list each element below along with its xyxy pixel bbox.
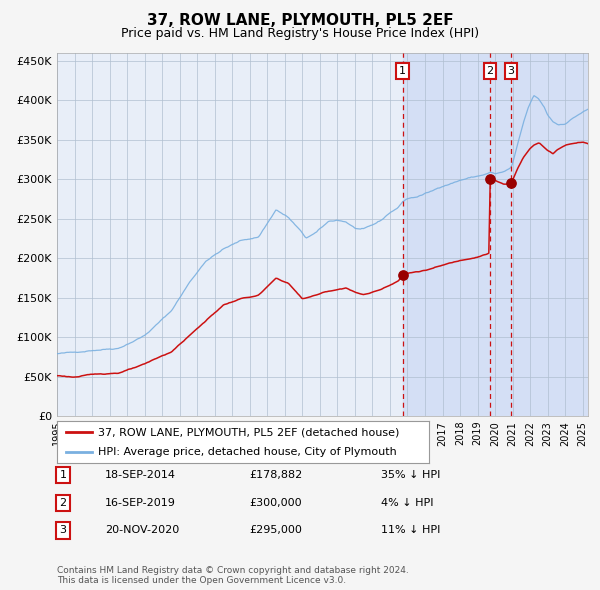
Text: 20-NOV-2020: 20-NOV-2020	[105, 526, 179, 535]
Text: £295,000: £295,000	[249, 526, 302, 535]
Text: 11% ↓ HPI: 11% ↓ HPI	[381, 526, 440, 535]
Point	[398, 270, 407, 280]
Text: £300,000: £300,000	[249, 498, 302, 507]
Bar	[403, 53, 600, 416]
Text: 37, ROW LANE, PLYMOUTH, PL5 2EF: 37, ROW LANE, PLYMOUTH, PL5 2EF	[146, 13, 454, 28]
Text: 37, ROW LANE, PLYMOUTH, PL5 2EF (detached house): 37, ROW LANE, PLYMOUTH, PL5 2EF (detache…	[98, 427, 399, 437]
Text: 3: 3	[59, 526, 67, 535]
Text: 18-SEP-2014: 18-SEP-2014	[105, 470, 176, 480]
Text: Price paid vs. HM Land Registry's House Price Index (HPI): Price paid vs. HM Land Registry's House …	[121, 27, 479, 40]
Text: 4% ↓ HPI: 4% ↓ HPI	[381, 498, 433, 507]
Text: £178,882: £178,882	[249, 470, 302, 480]
Text: 3: 3	[508, 66, 514, 76]
Text: HPI: Average price, detached house, City of Plymouth: HPI: Average price, detached house, City…	[98, 447, 397, 457]
Text: 1: 1	[399, 66, 406, 76]
Text: 2: 2	[59, 498, 67, 507]
Text: 2: 2	[487, 66, 494, 76]
Text: 16-SEP-2019: 16-SEP-2019	[105, 498, 176, 507]
Point	[506, 179, 515, 188]
Text: 35% ↓ HPI: 35% ↓ HPI	[381, 470, 440, 480]
Point	[485, 175, 495, 184]
Text: 1: 1	[59, 470, 67, 480]
Text: Contains HM Land Registry data © Crown copyright and database right 2024.
This d: Contains HM Land Registry data © Crown c…	[57, 566, 409, 585]
